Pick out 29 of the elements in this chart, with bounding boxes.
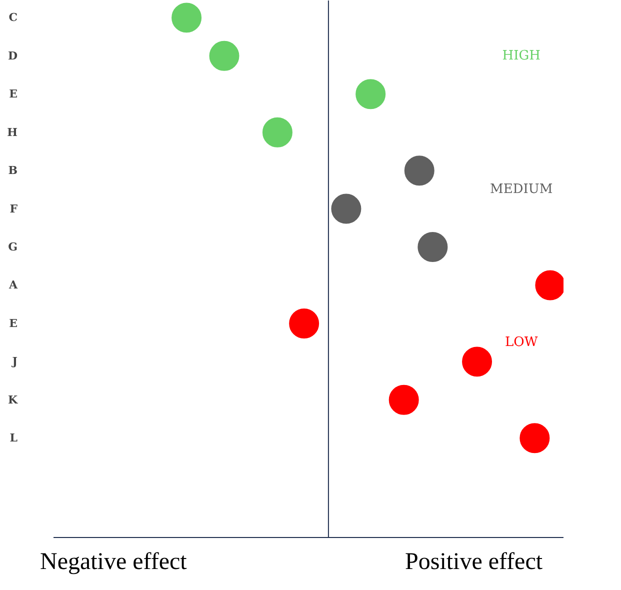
point xyxy=(418,232,448,262)
point xyxy=(262,117,292,148)
y-tick-label: B xyxy=(8,164,18,178)
y-tick-label: D xyxy=(8,49,18,62)
point xyxy=(535,270,564,300)
point xyxy=(209,40,240,71)
y-tick-label: E xyxy=(9,88,18,101)
point xyxy=(520,423,550,454)
point xyxy=(462,346,492,377)
point xyxy=(404,156,434,186)
text: HIGH xyxy=(502,48,540,64)
point xyxy=(356,79,386,110)
y-tick-label: F xyxy=(10,202,18,216)
y-tick-label: G xyxy=(8,240,18,254)
y-tick-label: E xyxy=(9,316,18,330)
series-label: LOW xyxy=(505,335,538,350)
y-tick-label: H xyxy=(7,126,18,139)
point xyxy=(388,384,419,415)
text: Positive effect xyxy=(405,548,543,577)
y-tick-label: J xyxy=(11,355,18,368)
point xyxy=(289,308,320,338)
y-tick-label: C xyxy=(8,11,18,24)
y-tick-label: K xyxy=(8,393,18,406)
text: Negative effect xyxy=(40,548,187,577)
point xyxy=(172,2,202,33)
y-tick-label: L xyxy=(10,432,18,445)
point xyxy=(331,194,362,224)
text: MEDIUM xyxy=(490,182,553,198)
y-tick-label: A xyxy=(8,278,18,292)
